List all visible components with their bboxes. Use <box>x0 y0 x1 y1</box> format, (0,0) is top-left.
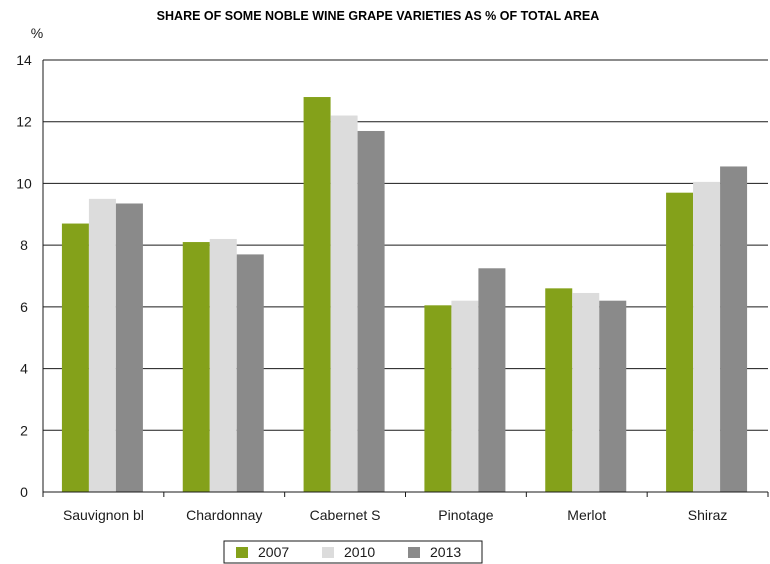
legend-swatch-2010 <box>322 547 334 558</box>
y-tick-label: 12 <box>16 114 32 130</box>
legend-swatch-2007 <box>236 547 248 558</box>
bar-2007-4 <box>545 288 573 492</box>
legend-swatch-2013 <box>408 547 420 558</box>
bar-2010-3 <box>451 300 479 492</box>
x-category-label: Merlot <box>567 507 606 523</box>
x-category-label: Cabernet S <box>310 507 381 523</box>
bar-2007-3 <box>424 305 452 492</box>
y-tick-label: 10 <box>16 175 32 191</box>
y-tick-label: 14 <box>16 52 32 68</box>
y-tick-labels: 0 2 4 6 8 10 12 14 <box>16 52 32 500</box>
bar-2007-1 <box>182 242 210 492</box>
y-tick-label: 6 <box>20 299 28 315</box>
y-tick-label: 0 <box>20 484 28 500</box>
x-category-labels: Sauvignon bl Chardonnay Cabernet S Pinotage… <box>63 507 727 523</box>
gridlines <box>43 59 768 431</box>
bar-2013-1 <box>236 254 264 492</box>
bar-2013-2 <box>357 130 385 492</box>
bar-2007-5 <box>666 192 694 492</box>
bar-2013-3 <box>478 268 506 492</box>
bar-2010-4 <box>572 292 600 492</box>
bar-2007-2 <box>303 97 331 493</box>
bar-2010-1 <box>209 238 237 492</box>
legend-label-2013: 2013 <box>430 544 461 560</box>
x-category-label: Chardonnay <box>186 507 262 523</box>
x-category-label: Pinotage <box>438 507 493 523</box>
chart-title: SHARE OF SOME NOBLE WINE GRAPE VARIETIES… <box>157 9 600 23</box>
bar-2013-5 <box>720 166 748 492</box>
axes <box>42 60 769 497</box>
bar-2013-4 <box>599 300 627 492</box>
x-category-label: Sauvignon bl <box>63 507 144 523</box>
bar-2010-0 <box>88 198 116 492</box>
y-axis-unit-label: % <box>31 25 43 41</box>
x-category-label: Shiraz <box>688 507 728 523</box>
legend: 2007 2010 2013 <box>223 540 483 564</box>
legend-label-2010: 2010 <box>344 544 375 560</box>
bar-2010-5 <box>693 181 721 492</box>
y-tick-label: 8 <box>20 237 28 253</box>
legend-label-2007: 2007 <box>258 544 289 560</box>
bars <box>61 97 748 493</box>
y-tick-label: 2 <box>20 422 28 438</box>
bar-2007-0 <box>61 223 89 493</box>
bar-2010-2 <box>330 115 358 493</box>
bar-2013-0 <box>115 203 143 492</box>
y-tick-label: 4 <box>20 361 28 377</box>
